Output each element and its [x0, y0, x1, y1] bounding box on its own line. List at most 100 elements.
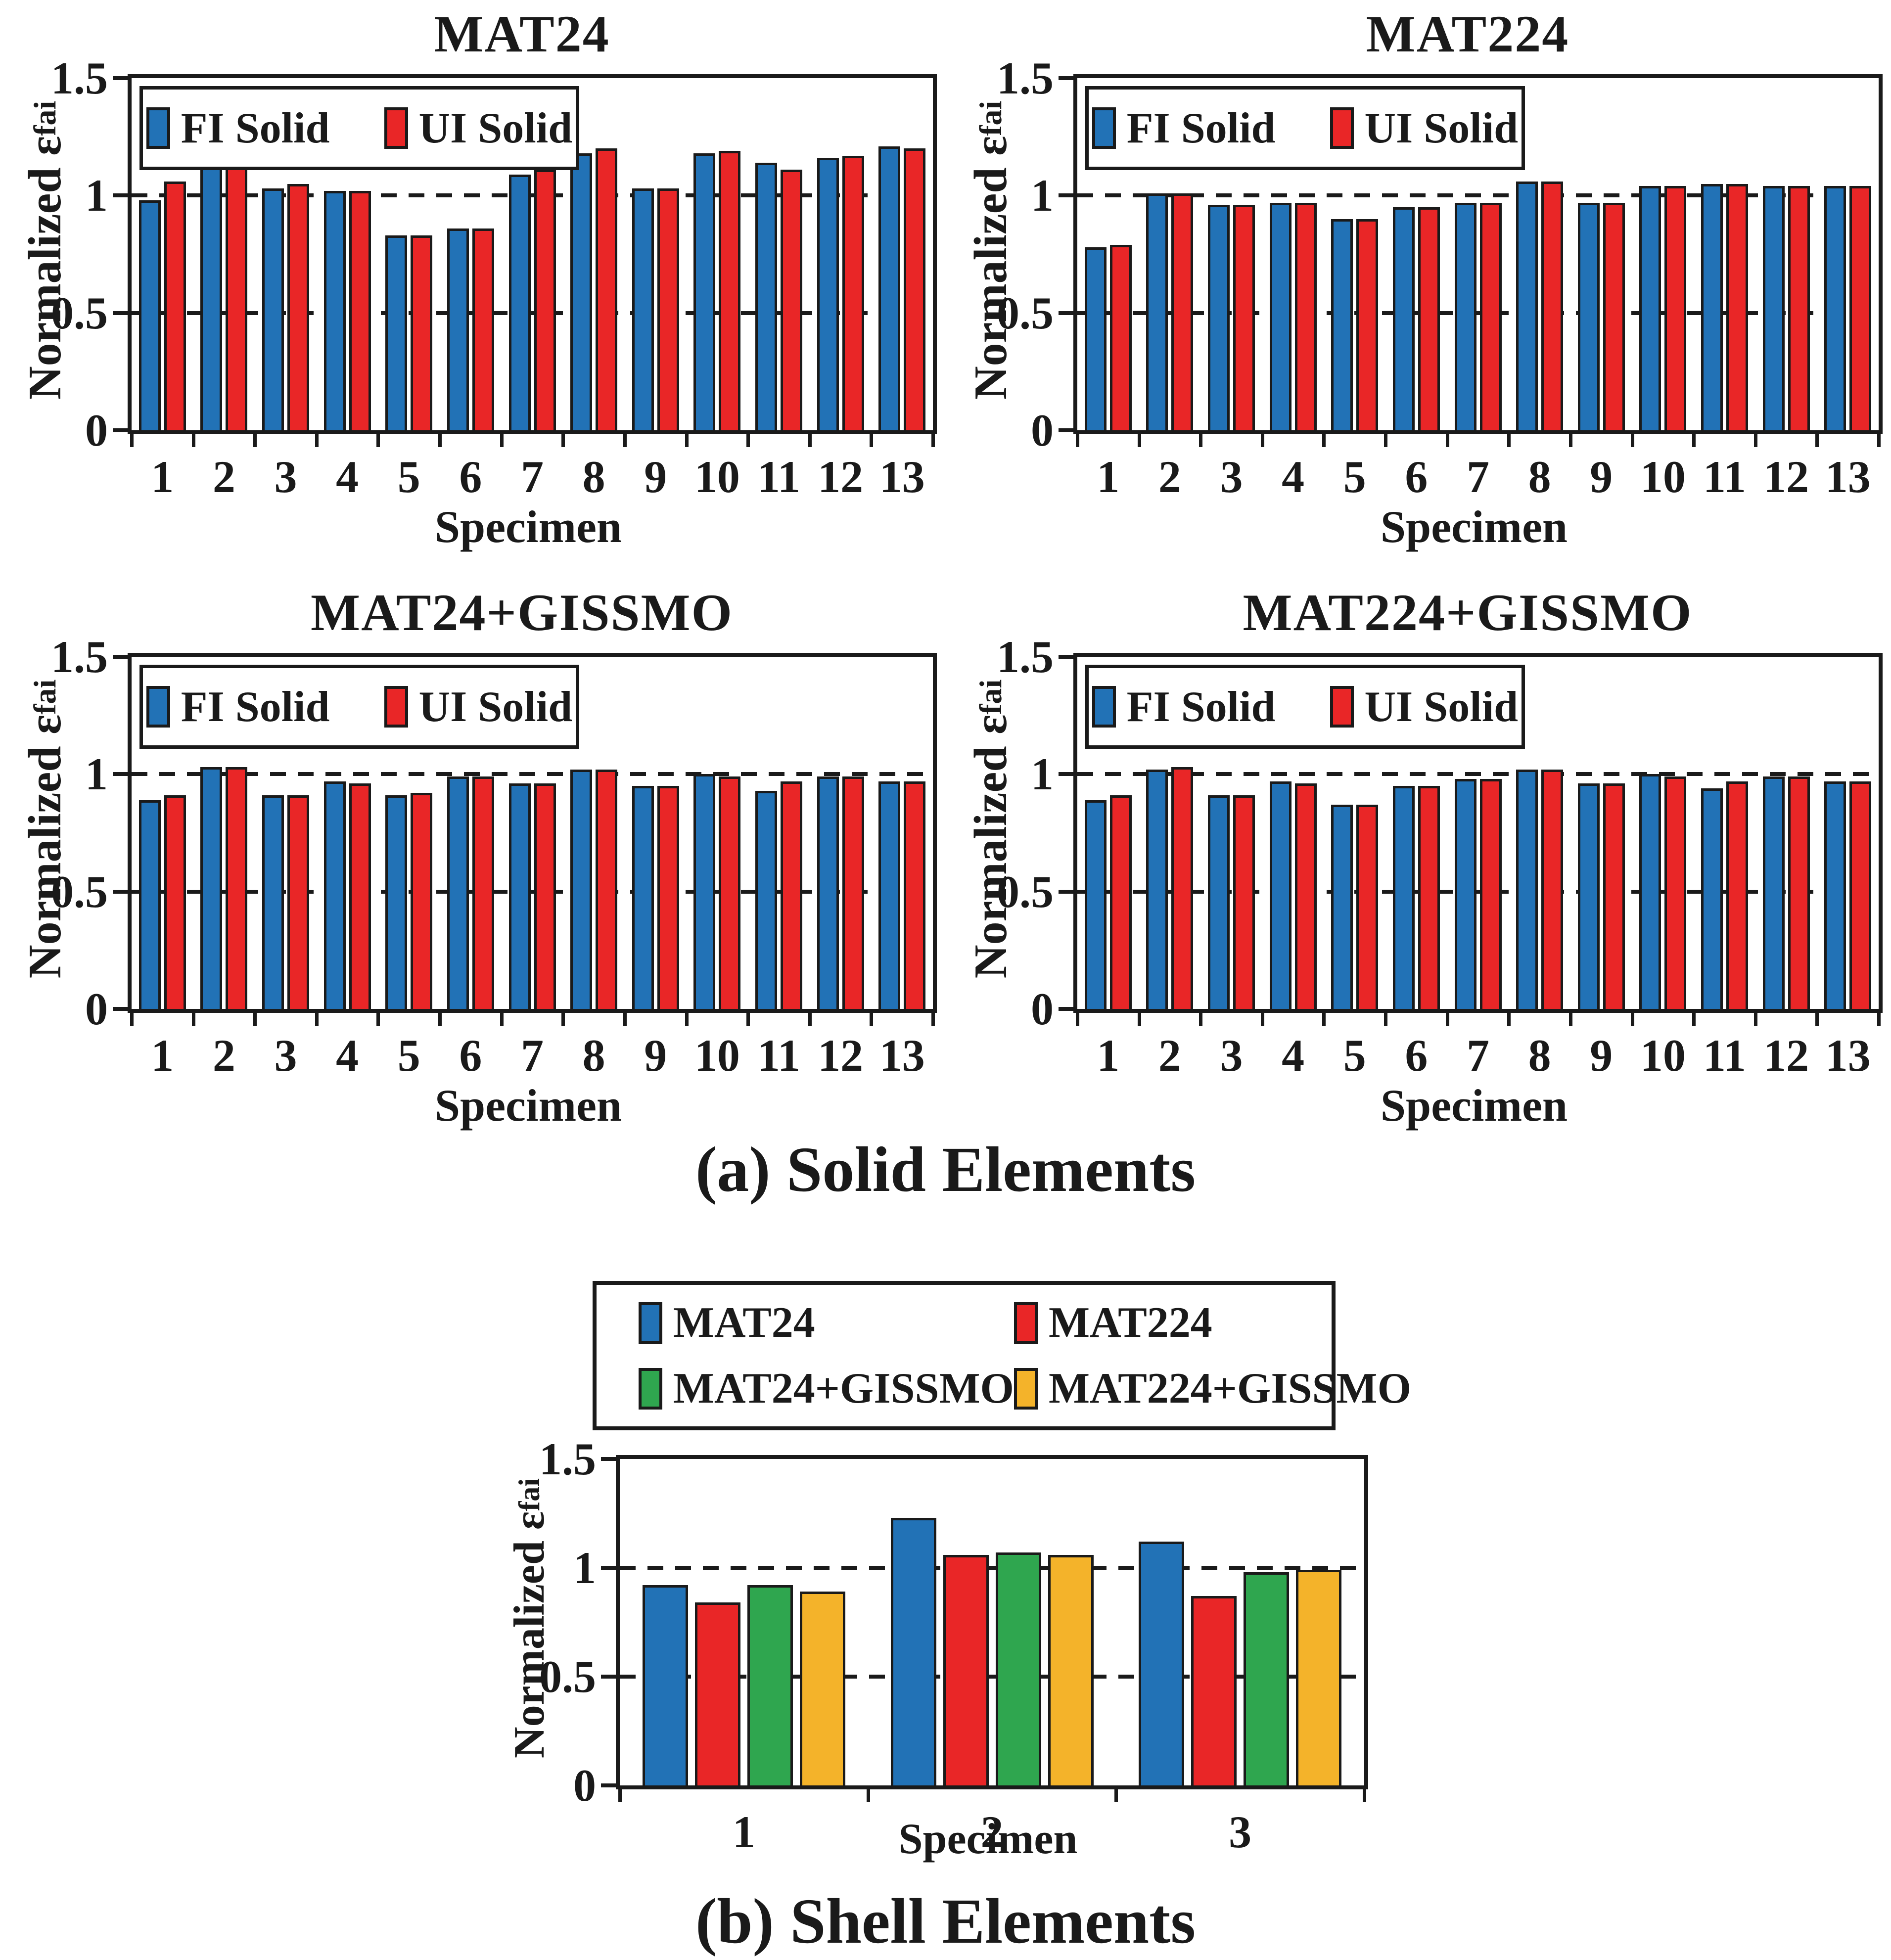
legend: FI Solid UI Solid — [139, 665, 579, 749]
y-tick-mark — [1059, 428, 1073, 432]
x-tick-label: 13 — [879, 1030, 925, 1081]
x-tick-mark — [1076, 1013, 1079, 1026]
x-tick-mark — [1877, 434, 1881, 447]
bar-fi-solid-spec1 — [1084, 247, 1107, 430]
y-tick-label: 1 — [1031, 749, 1054, 800]
bar-fi-solid-spec6 — [1392, 786, 1415, 1009]
chart-mat24: MAT24 Normalized ε fai 0 0.5 1 1.5 1 2 3 4 5 6 7 8 9 1… — [0, 0, 945, 569]
x-tick-mark — [623, 434, 627, 447]
legend-label: MAT24+GISSMO — [673, 1365, 1015, 1413]
x-tick-label: 8 — [582, 452, 605, 502]
y-tick-mark — [1059, 889, 1073, 894]
bar-ui-solid-spec9 — [1603, 202, 1625, 430]
x-tick-label: 10 — [694, 1030, 740, 1081]
y-tick-label: 0 — [85, 405, 108, 456]
x-tick-label: 12 — [1763, 1030, 1809, 1081]
gridline-0.5 — [620, 1675, 1364, 1679]
bar-fi-solid-spec4 — [323, 190, 346, 430]
bar-fi-solid-spec12 — [1762, 186, 1785, 430]
x-tick-mark — [746, 1013, 750, 1026]
bar-fi-solid-spec10 — [693, 774, 716, 1009]
bar-fi-solid-spec5 — [1331, 805, 1353, 1009]
bar-ui-solid-spec7 — [1479, 778, 1502, 1009]
gridline-1 — [132, 772, 933, 776]
bar-fi-solid-spec12 — [1762, 776, 1785, 1009]
x-tick-mark — [191, 434, 195, 447]
x-tick-mark — [1753, 1013, 1757, 1026]
x-tick-label: 6 — [1405, 1030, 1428, 1081]
y-axis-label-subscript: fai — [27, 679, 62, 715]
x-tick-label: 3 — [1229, 1807, 1252, 1857]
y-axis-label-text: Normalized ε — [19, 714, 71, 979]
chart-title-mat24: MAT24 — [434, 5, 610, 63]
legend-label: UI Solid — [418, 104, 573, 152]
gridline-0.5 — [1077, 311, 1879, 315]
bar-ui-solid-spec4 — [1294, 202, 1317, 430]
x-axis-label: Specimen — [434, 1080, 622, 1131]
x-tick-label: 10 — [1640, 1030, 1686, 1081]
y-axis-label: Normalized ε fai — [960, 74, 1021, 426]
legend-swatch — [639, 1302, 662, 1344]
y-tick-label: 1 — [1031, 170, 1054, 221]
x-tick-mark — [808, 1013, 812, 1026]
bar-mat24-gissmo-spec2 — [995, 1552, 1041, 1785]
bar-fi-solid-spec1 — [138, 800, 161, 1009]
bar-fi-solid-spec3 — [1208, 205, 1230, 430]
x-axis-label: Specimen — [434, 501, 622, 552]
bar-ui-solid-spec2 — [226, 160, 248, 430]
x-tick-mark — [315, 1013, 319, 1026]
y-axis-label-subscript: fai — [972, 679, 1008, 715]
bar-ui-solid-spec12 — [1788, 776, 1810, 1009]
legend-label: FI Solid — [181, 104, 330, 152]
x-tick-mark — [1384, 1013, 1388, 1026]
y-axis-label-subscript: fai — [27, 100, 62, 136]
x-tick-label: 1 — [732, 1807, 755, 1857]
bar-ui-solid-spec10 — [1664, 186, 1687, 430]
chart-title-mat224-gissmo: MAT224+GISSMO — [1243, 584, 1693, 641]
bar-ui-solid-spec7 — [534, 783, 556, 1009]
x-tick-mark — [1445, 1013, 1449, 1026]
bar-mat24-gissmo-spec3 — [1244, 1572, 1290, 1785]
x-tick-mark — [315, 434, 319, 447]
bar-fi-solid-spec8 — [1516, 181, 1538, 430]
bar-ui-solid-spec13 — [1849, 781, 1872, 1009]
y-tick-mark — [113, 428, 128, 432]
y-tick-mark — [601, 1566, 616, 1570]
x-tick-mark — [1199, 1013, 1203, 1026]
x-tick-label: 10 — [1640, 452, 1686, 502]
x-tick-mark — [746, 434, 750, 447]
y-tick-label: 0 — [573, 1760, 596, 1811]
bar-fi-solid-spec8 — [570, 769, 593, 1009]
y-tick-mark — [601, 1457, 616, 1461]
x-tick-mark — [1260, 1013, 1264, 1026]
bar-ui-solid-spec6 — [472, 228, 494, 430]
y-tick-mark — [1059, 655, 1073, 659]
legend-item: MAT24 — [639, 1298, 1014, 1348]
x-tick-mark — [130, 434, 134, 447]
y-tick-mark — [601, 1783, 616, 1787]
legend-swatch — [1014, 1367, 1038, 1410]
y-tick-label: 0 — [1031, 405, 1054, 456]
gridline-1 — [1077, 772, 1879, 776]
bar-fi-solid-spec10 — [693, 153, 716, 430]
x-tick-mark — [685, 1013, 689, 1026]
x-tick-label: 4 — [1282, 1030, 1305, 1081]
gridline-1 — [620, 1566, 1364, 1570]
bar-ui-solid-spec10 — [719, 151, 741, 430]
bar-fi-solid-spec8 — [570, 153, 593, 430]
x-tick-mark — [191, 1013, 195, 1026]
x-tick-mark — [376, 1013, 380, 1026]
bar-mat24-spec1 — [642, 1585, 688, 1785]
x-tick-label: 5 — [1343, 1030, 1366, 1081]
x-tick-mark — [1137, 434, 1141, 447]
bar-fi-solid-spec11 — [755, 790, 777, 1009]
bar-fi-solid-spec3 — [262, 188, 284, 430]
bar-ui-solid-spec8 — [596, 148, 618, 430]
bar-ui-solid-spec11 — [1726, 781, 1748, 1009]
x-tick-mark — [1137, 1013, 1141, 1026]
x-tick-mark — [561, 1013, 565, 1026]
x-tick-mark — [866, 1789, 870, 1802]
bar-ui-solid-spec3 — [1233, 205, 1255, 430]
bar-fi-solid-spec5 — [385, 235, 408, 430]
